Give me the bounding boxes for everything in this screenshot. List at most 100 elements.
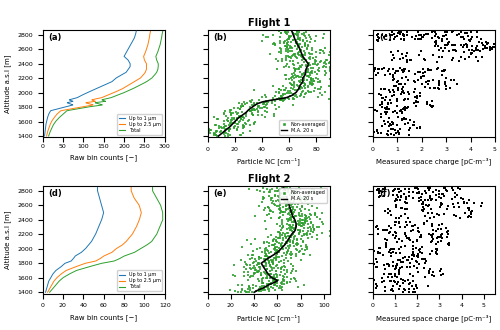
Point — [306, 232, 314, 237]
Point — [300, 77, 308, 82]
Point — [384, 129, 392, 134]
Point — [303, 247, 311, 252]
Point — [467, 52, 475, 57]
Point — [272, 256, 280, 261]
Point — [222, 113, 230, 118]
Point — [290, 211, 298, 216]
Point — [282, 192, 290, 198]
Point — [378, 102, 386, 107]
Point — [298, 75, 306, 80]
Point — [373, 223, 381, 228]
Point — [304, 74, 312, 79]
Point — [301, 194, 309, 200]
Point — [272, 257, 280, 262]
Point — [264, 266, 272, 272]
Point — [286, 45, 294, 50]
Point — [290, 51, 298, 57]
Point — [272, 277, 280, 282]
Point — [262, 103, 270, 108]
Point — [296, 85, 304, 90]
Point — [284, 29, 292, 34]
Point — [272, 239, 280, 244]
Point — [284, 40, 292, 45]
Point — [370, 68, 378, 73]
Point — [425, 268, 433, 273]
Point — [285, 36, 293, 42]
Point — [457, 54, 465, 59]
Point — [304, 67, 312, 73]
Point — [384, 207, 392, 212]
Point — [212, 133, 220, 138]
Point — [275, 206, 283, 211]
Point — [290, 87, 298, 92]
Point — [279, 188, 287, 193]
Point — [268, 195, 276, 201]
Point — [303, 231, 311, 236]
Point — [298, 204, 306, 209]
Point — [226, 108, 234, 113]
Point — [296, 93, 304, 99]
Point — [426, 233, 434, 238]
Point — [302, 199, 310, 204]
Point — [246, 266, 254, 271]
Point — [450, 78, 458, 83]
Point — [410, 227, 418, 232]
Point — [260, 196, 268, 201]
Point — [432, 39, 440, 44]
Point — [386, 72, 394, 77]
Point — [369, 229, 377, 234]
Point — [390, 88, 398, 93]
Point — [384, 100, 392, 105]
Point — [374, 67, 382, 72]
Point — [378, 189, 386, 195]
Point — [326, 77, 334, 82]
Point — [308, 228, 316, 234]
Point — [467, 212, 475, 217]
Point — [277, 97, 285, 102]
Point — [434, 235, 442, 240]
Point — [269, 257, 277, 263]
Point — [408, 253, 416, 258]
Point — [274, 230, 282, 235]
Point — [312, 59, 320, 64]
Point — [267, 264, 275, 269]
Point — [452, 49, 460, 54]
Point — [438, 233, 446, 238]
X-axis label: Particle NC [cm⁻¹]: Particle NC [cm⁻¹] — [238, 158, 300, 165]
Point — [274, 215, 282, 220]
Point — [264, 205, 272, 211]
Point — [464, 38, 472, 43]
Point — [412, 253, 420, 258]
Point — [416, 194, 424, 200]
Point — [420, 57, 428, 62]
Point — [434, 252, 442, 257]
Point — [416, 74, 424, 80]
Point — [390, 271, 398, 277]
Point — [230, 116, 238, 121]
Point — [414, 251, 422, 257]
Point — [248, 113, 256, 118]
Point — [302, 232, 310, 237]
Point — [414, 270, 422, 275]
Point — [272, 89, 280, 94]
Point — [388, 93, 396, 99]
Point — [320, 63, 328, 69]
Point — [296, 207, 304, 212]
Point — [275, 49, 283, 54]
Point — [287, 186, 295, 191]
Point — [238, 114, 246, 119]
Point — [204, 131, 212, 136]
Point — [276, 40, 284, 45]
Point — [404, 89, 411, 95]
Point — [288, 220, 296, 225]
Point — [227, 122, 235, 127]
Point — [278, 241, 285, 246]
Point — [264, 101, 272, 106]
Point — [432, 41, 440, 46]
Point — [317, 185, 325, 191]
Point — [410, 78, 418, 83]
Point — [302, 248, 310, 253]
Point — [289, 74, 297, 79]
Point — [408, 256, 416, 262]
Point — [257, 286, 265, 291]
